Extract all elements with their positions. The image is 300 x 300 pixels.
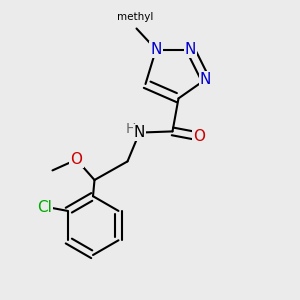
Text: N: N — [185, 42, 196, 57]
Text: O: O — [194, 129, 206, 144]
Text: H: H — [125, 122, 136, 136]
Text: N: N — [150, 42, 162, 57]
Text: O: O — [70, 152, 83, 167]
Text: methyl: methyl — [117, 12, 153, 22]
Text: Cl: Cl — [37, 200, 52, 215]
Text: N: N — [134, 125, 145, 140]
Text: N: N — [200, 72, 211, 87]
